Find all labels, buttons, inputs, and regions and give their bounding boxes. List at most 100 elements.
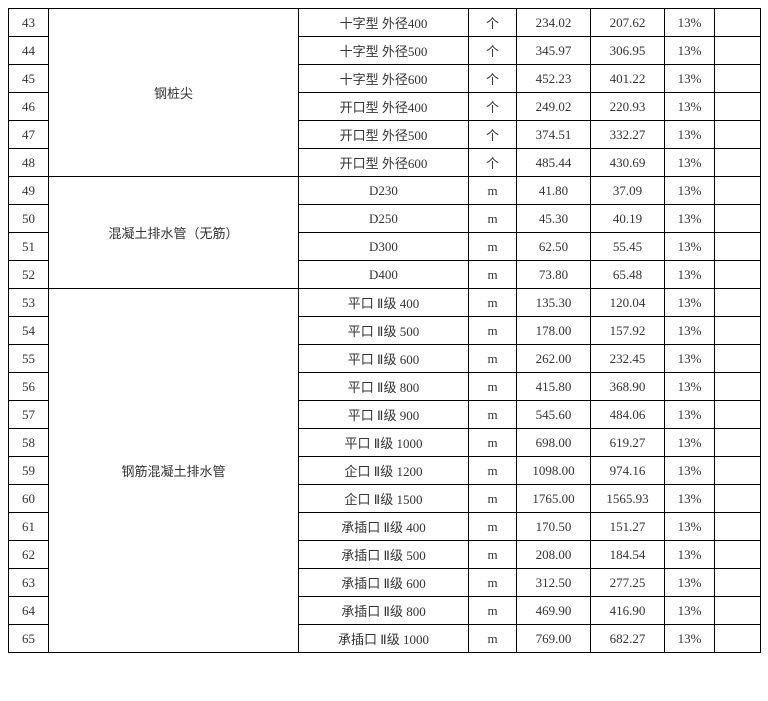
- row-index: 59: [9, 457, 49, 485]
- unit-cell: m: [469, 177, 517, 205]
- blank-cell: [715, 289, 761, 317]
- value2-cell: 65.48: [591, 261, 665, 289]
- blank-cell: [715, 233, 761, 261]
- blank-cell: [715, 457, 761, 485]
- value2-cell: 220.93: [591, 93, 665, 121]
- percent-cell: 13%: [665, 541, 715, 569]
- unit-cell: m: [469, 541, 517, 569]
- percent-cell: 13%: [665, 177, 715, 205]
- blank-cell: [715, 345, 761, 373]
- spec-cell: D250: [299, 205, 469, 233]
- unit-cell: m: [469, 205, 517, 233]
- spec-cell: D400: [299, 261, 469, 289]
- value1-cell: 62.50: [517, 233, 591, 261]
- percent-cell: 13%: [665, 569, 715, 597]
- row-index: 51: [9, 233, 49, 261]
- unit-cell: m: [469, 625, 517, 653]
- value2-cell: 619.27: [591, 429, 665, 457]
- row-index: 57: [9, 401, 49, 429]
- value1-cell: 374.51: [517, 121, 591, 149]
- blank-cell: [715, 401, 761, 429]
- value2-cell: 184.54: [591, 541, 665, 569]
- value2-cell: 120.04: [591, 289, 665, 317]
- row-index: 63: [9, 569, 49, 597]
- value2-cell: 207.62: [591, 9, 665, 37]
- percent-cell: 13%: [665, 9, 715, 37]
- value1-cell: 469.90: [517, 597, 591, 625]
- value2-cell: 232.45: [591, 345, 665, 373]
- blank-cell: [715, 177, 761, 205]
- spec-cell: 承插口 Ⅱ级 500: [299, 541, 469, 569]
- unit-cell: m: [469, 317, 517, 345]
- row-index: 54: [9, 317, 49, 345]
- row-index: 62: [9, 541, 49, 569]
- percent-cell: 13%: [665, 597, 715, 625]
- value1-cell: 178.00: [517, 317, 591, 345]
- value1-cell: 769.00: [517, 625, 591, 653]
- category-cell: 钢桩尖: [49, 9, 299, 177]
- value2-cell: 151.27: [591, 513, 665, 541]
- value2-cell: 974.16: [591, 457, 665, 485]
- percent-cell: 13%: [665, 485, 715, 513]
- unit-cell: m: [469, 569, 517, 597]
- value2-cell: 682.27: [591, 625, 665, 653]
- unit-cell: m: [469, 261, 517, 289]
- percent-cell: 13%: [665, 429, 715, 457]
- spec-cell: 十字型 外径600: [299, 65, 469, 93]
- value1-cell: 170.50: [517, 513, 591, 541]
- spec-cell: 开口型 外径400: [299, 93, 469, 121]
- value1-cell: 249.02: [517, 93, 591, 121]
- value2-cell: 306.95: [591, 37, 665, 65]
- value2-cell: 37.09: [591, 177, 665, 205]
- row-index: 44: [9, 37, 49, 65]
- blank-cell: [715, 373, 761, 401]
- value2-cell: 1565.93: [591, 485, 665, 513]
- spec-cell: 十字型 外径400: [299, 9, 469, 37]
- value1-cell: 485.44: [517, 149, 591, 177]
- category-cell: 钢筋混凝土排水管: [49, 289, 299, 653]
- row-index: 58: [9, 429, 49, 457]
- unit-cell: m: [469, 373, 517, 401]
- percent-cell: 13%: [665, 205, 715, 233]
- blank-cell: [715, 149, 761, 177]
- row-index: 48: [9, 149, 49, 177]
- unit-cell: m: [469, 429, 517, 457]
- spec-cell: 开口型 外径600: [299, 149, 469, 177]
- spec-cell: 企口 Ⅱ级 1200: [299, 457, 469, 485]
- row-index: 55: [9, 345, 49, 373]
- unit-cell: 个: [469, 37, 517, 65]
- value1-cell: 135.30: [517, 289, 591, 317]
- value1-cell: 234.02: [517, 9, 591, 37]
- percent-cell: 13%: [665, 513, 715, 541]
- value1-cell: 452.23: [517, 65, 591, 93]
- value1-cell: 345.97: [517, 37, 591, 65]
- blank-cell: [715, 65, 761, 93]
- percent-cell: 13%: [665, 121, 715, 149]
- spec-cell: 开口型 外径500: [299, 121, 469, 149]
- row-index: 53: [9, 289, 49, 317]
- value2-cell: 332.27: [591, 121, 665, 149]
- value2-cell: 430.69: [591, 149, 665, 177]
- row-index: 50: [9, 205, 49, 233]
- unit-cell: m: [469, 597, 517, 625]
- row-index: 64: [9, 597, 49, 625]
- row-index: 45: [9, 65, 49, 93]
- blank-cell: [715, 541, 761, 569]
- value2-cell: 157.92: [591, 317, 665, 345]
- spec-cell: 平口 Ⅱ级 600: [299, 345, 469, 373]
- table-row: 43钢桩尖十字型 外径400个234.02207.6213%: [9, 9, 761, 37]
- percent-cell: 13%: [665, 37, 715, 65]
- value1-cell: 415.80: [517, 373, 591, 401]
- row-index: 60: [9, 485, 49, 513]
- price-table: 43钢桩尖十字型 外径400个234.02207.6213%44十字型 外径50…: [8, 8, 761, 653]
- unit-cell: 个: [469, 93, 517, 121]
- unit-cell: m: [469, 457, 517, 485]
- blank-cell: [715, 625, 761, 653]
- value2-cell: 401.22: [591, 65, 665, 93]
- value2-cell: 484.06: [591, 401, 665, 429]
- unit-cell: m: [469, 401, 517, 429]
- spec-cell: 企口 Ⅱ级 1500: [299, 485, 469, 513]
- value2-cell: 55.45: [591, 233, 665, 261]
- percent-cell: 13%: [665, 373, 715, 401]
- value2-cell: 277.25: [591, 569, 665, 597]
